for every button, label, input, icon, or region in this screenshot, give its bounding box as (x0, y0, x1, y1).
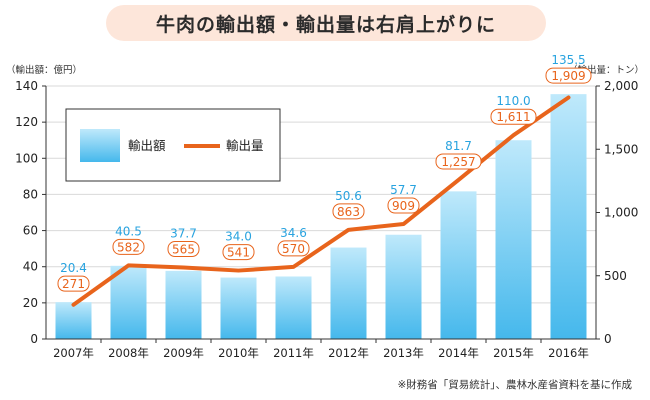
bar-2012年 (330, 247, 367, 339)
left-tick-label: 20 (23, 296, 38, 310)
x-tick-label: 2015年 (493, 346, 534, 360)
bar-2014年 (440, 191, 477, 339)
volume-label-bracket (387, 197, 420, 214)
left-axis-title: （輸出額：億円） (6, 64, 82, 76)
volume-label: 565 (172, 243, 195, 257)
right-tick-label: 500 (604, 269, 627, 283)
value-label: 40.5 (115, 224, 142, 238)
left-tick-label: 120 (15, 115, 38, 129)
volume-label: 1,257 (441, 155, 475, 169)
volume-label-bracket (332, 203, 365, 220)
bar-2015年 (495, 140, 532, 339)
data-labels: 20.4 271 40.5 582 37.7 565 34.0 541 34.6 570 50.6 8… (57, 53, 592, 292)
left-tick-label: 100 (15, 151, 38, 165)
legend: 輸出額 輸出量 (65, 108, 281, 182)
volume-label: 863 (337, 205, 360, 219)
value-label: 81.7 (445, 139, 472, 153)
bar-2008年 (110, 265, 147, 339)
volume-label-bracket (435, 153, 482, 170)
x-tick-label: 2008年 (108, 346, 149, 360)
volume-label-bracket (490, 108, 537, 125)
x-tick-label: 2007年 (53, 346, 94, 360)
left-tick-label: 60 (23, 224, 38, 238)
value-label: 20.4 (60, 261, 87, 275)
value-label: 37.7 (170, 227, 197, 241)
right-tick-label: 1,500 (604, 142, 638, 156)
volume-label: 1,611 (496, 110, 530, 124)
x-tick-label: 2009年 (163, 346, 204, 360)
bar-2016年 (550, 94, 587, 339)
bar-2009年 (165, 270, 202, 339)
bar-2011年 (275, 276, 312, 339)
bar-2007年 (55, 302, 92, 339)
x-tick-label: 2010年 (218, 346, 259, 360)
legend-line-label: 輸出量 (226, 138, 264, 153)
left-tick-label: 0 (30, 332, 38, 346)
volume-label: 541 (227, 246, 250, 260)
volume-line-path (71, 95, 571, 307)
bar-2013年 (385, 234, 422, 339)
x-tick-label: 2016年 (548, 346, 589, 360)
volume-label: 271 (62, 277, 85, 291)
value-label: 110.0 (496, 94, 530, 108)
volume-label-bracket (112, 238, 145, 255)
bars (55, 94, 587, 339)
value-label: 34.6 (280, 226, 307, 240)
right-tick-label: 2,000 (604, 79, 638, 93)
x-tick-label: 2011年 (273, 346, 314, 360)
volume-label: 1,909 (551, 69, 585, 83)
x-tick-label: 2013年 (383, 346, 424, 360)
volume-label-bracket (57, 275, 90, 292)
x-tick-label: 2014年 (438, 346, 479, 360)
volume-label-bracket (545, 67, 592, 84)
value-label: 57.7 (390, 183, 417, 197)
left-tick-label: 140 (15, 79, 38, 93)
value-label: 50.6 (335, 189, 362, 203)
value-label: 135.5 (551, 53, 585, 67)
title-pill: 牛肉の輸出額・輸出量は右肩上がりに (106, 5, 546, 41)
volume-line (71, 95, 571, 307)
axes: 0 20 40 60 80 100 120 140 0 500 1,000 1,500 2,000 （輸出… (6, 64, 644, 360)
left-tick-label: 40 (23, 260, 38, 274)
volume-label-bracket (277, 240, 310, 257)
x-tick-label: 2012年 (328, 346, 369, 360)
volume-label: 570 (282, 242, 305, 256)
left-tick-label: 80 (23, 187, 38, 201)
volume-label-bracket (167, 241, 200, 258)
source-note: ※財務省「貿易統計」、農林水産省資料を基に作成 (397, 379, 632, 391)
legend-bar-label: 輸出額 (128, 138, 166, 153)
legend-bar-swatch (80, 129, 120, 162)
volume-label: 909 (392, 199, 415, 213)
right-tick-label: 0 (604, 332, 612, 346)
chart-title: 牛肉の輸出額・輸出量は右肩上がりに (155, 13, 496, 36)
right-tick-label: 1,000 (604, 206, 638, 220)
bar-2010年 (220, 277, 257, 339)
value-label: 34.0 (225, 230, 252, 244)
volume-label: 582 (117, 240, 140, 254)
volume-label-bracket (222, 244, 255, 261)
